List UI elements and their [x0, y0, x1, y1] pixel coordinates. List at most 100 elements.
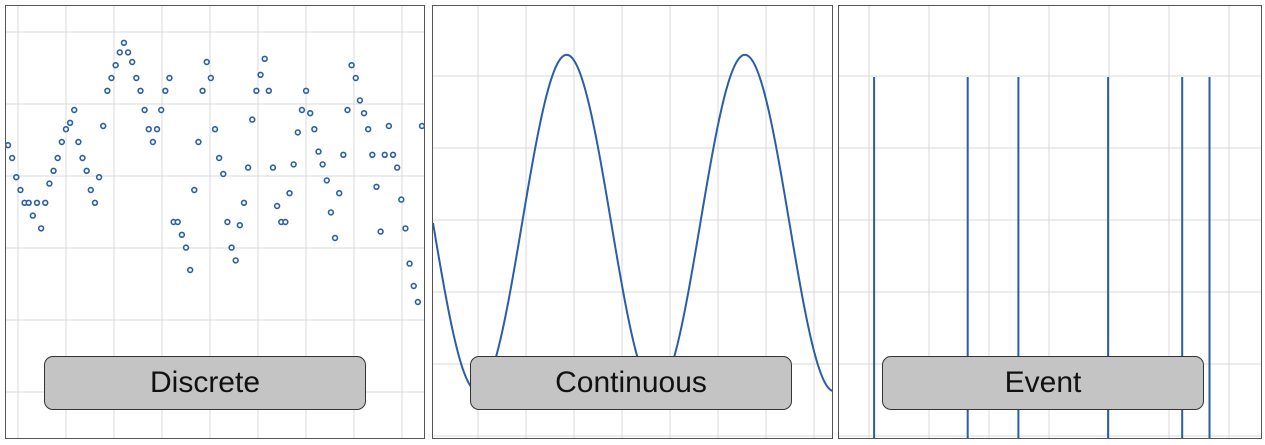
data-point [257, 71, 264, 79]
data-point [307, 109, 314, 117]
data-point [108, 74, 115, 82]
data-point [75, 138, 82, 146]
data-point [149, 138, 157, 146]
data-point [385, 122, 393, 130]
data-point [336, 190, 343, 197]
data-point [128, 58, 136, 66]
discrete-scatter-plot [6, 6, 424, 438]
data-point [207, 74, 215, 82]
data-point [8, 154, 16, 162]
data-point [54, 154, 61, 162]
data-point [166, 74, 173, 82]
data-point [25, 199, 32, 207]
data-point [364, 125, 372, 133]
data-point [298, 106, 306, 114]
data-point [100, 122, 107, 130]
data-point [311, 125, 318, 133]
data-point [199, 87, 206, 95]
continuous-panel: Continuous [432, 5, 833, 439]
data-point [249, 116, 256, 123]
data-point [327, 209, 335, 216]
data-point [50, 167, 57, 175]
data-point [286, 190, 293, 197]
data-point [294, 129, 301, 136]
data-point [273, 202, 281, 210]
data-point [228, 244, 235, 251]
data-point [87, 186, 95, 194]
data-point [220, 170, 227, 178]
data-point [62, 125, 70, 133]
data-point [124, 49, 132, 56]
data-point [348, 61, 355, 69]
data-point [414, 298, 422, 306]
data-point [174, 218, 181, 226]
data-point [236, 222, 244, 229]
data-point [315, 148, 322, 155]
data-point [203, 58, 210, 66]
data-point [253, 87, 260, 95]
data-point [186, 266, 194, 274]
discrete-panel: Discrete [5, 5, 425, 439]
data-point [282, 218, 289, 226]
data-point [356, 97, 364, 104]
event-panel: Event [838, 5, 1262, 439]
data-point [269, 164, 277, 171]
data-point [369, 151, 376, 159]
data-point [302, 87, 310, 95]
data-point [37, 225, 45, 232]
data-point [360, 109, 368, 117]
data-point [157, 106, 165, 114]
data-point [112, 61, 119, 69]
data-point [42, 199, 49, 207]
data-point [33, 199, 41, 207]
data-point [6, 142, 12, 149]
data-point [377, 228, 384, 235]
data-point [418, 122, 424, 130]
data-point [244, 164, 252, 171]
data-point [393, 164, 401, 171]
data-point [29, 212, 37, 219]
data-point [71, 106, 78, 114]
data-point [137, 87, 144, 95]
discrete-label: Discrete [44, 356, 366, 410]
continuous-label: Continuous [470, 356, 792, 410]
data-point [265, 87, 273, 95]
data-point [240, 199, 248, 207]
data-point [104, 87, 111, 95]
data-point [116, 49, 123, 56]
event-plot [839, 6, 1261, 438]
data-point [406, 260, 413, 267]
data-point [232, 257, 239, 264]
data-point [410, 282, 417, 290]
event-label: Event [882, 356, 1204, 410]
data-point [344, 106, 351, 114]
data-point [153, 125, 161, 133]
data-point [191, 186, 198, 194]
data-point [91, 199, 99, 207]
data-point [145, 125, 152, 133]
data-point [340, 151, 347, 159]
data-point [373, 183, 380, 191]
data-point [178, 231, 186, 239]
data-point [120, 39, 128, 46]
data-point [211, 125, 219, 133]
data-point [162, 87, 169, 95]
data-point [398, 196, 405, 203]
data-point [331, 234, 339, 242]
data-point [319, 161, 326, 168]
data-point [195, 138, 202, 146]
data-point [323, 177, 330, 184]
data-point [261, 55, 268, 62]
data-point [215, 154, 223, 162]
sine-series-line [433, 53, 832, 393]
data-point [46, 180, 53, 187]
data-point [290, 161, 297, 168]
data-point [95, 174, 103, 181]
data-point [13, 174, 20, 181]
data-point [389, 151, 397, 159]
data-point [352, 74, 359, 82]
data-point [381, 151, 388, 159]
data-point [182, 244, 190, 251]
data-point [141, 106, 148, 114]
data-point [224, 218, 231, 226]
